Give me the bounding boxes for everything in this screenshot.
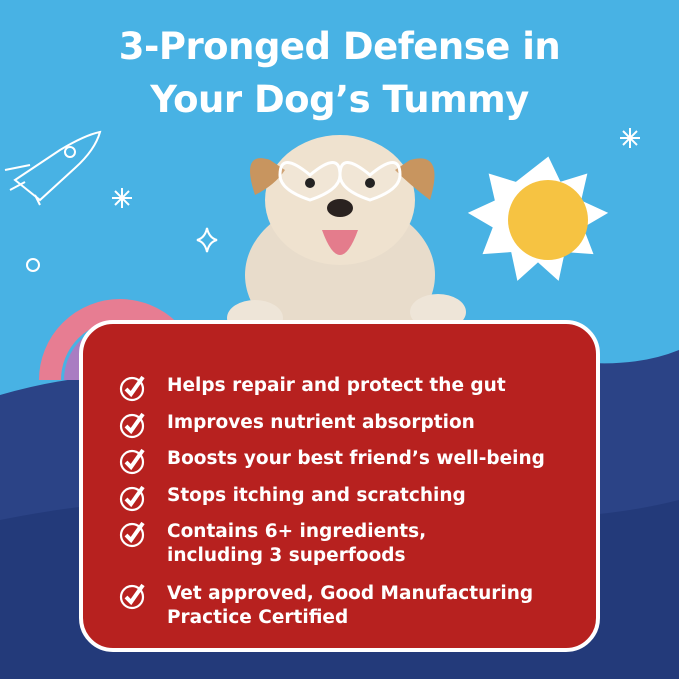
check-circle-icon: [119, 375, 145, 402]
benefit-line: Practice Certified: [167, 607, 349, 628]
benefit-item: Helps repair and protect the gut: [119, 374, 506, 402]
benefit-text: Vet approved, Good Manufacturing Practice…: [167, 582, 533, 630]
benefit-text: Improves nutrient absorption: [167, 412, 475, 433]
benefit-text: Helps repair and protect the gut: [167, 375, 506, 396]
check-circle-icon: [119, 485, 145, 512]
check-circle-icon: [119, 521, 145, 548]
benefit-line: Vet approved, Good Manufacturing: [167, 583, 534, 604]
benefit-item: Improves nutrient absorption: [119, 411, 475, 439]
benefit-text: Contains 6+ ingredients, including 3 supe…: [167, 520, 426, 568]
headline-line-1: 3-Pronged Defense in: [118, 25, 561, 68]
sparkle-icons: [26, 128, 640, 272]
check-circle-icon: [119, 583, 145, 610]
puppy-image: [227, 135, 466, 350]
benefit-text: Boosts your best friend’s well-being: [167, 448, 545, 469]
headline-line-2: Your Dog’s Tummy: [150, 78, 529, 121]
benefit-text: Stops itching and scratching: [167, 485, 466, 506]
benefit-line: Contains 6+ ingredients,: [167, 521, 427, 542]
rocket-icon: [4, 130, 102, 206]
benefit-item: Contains 6+ ingredients, including 3 supe…: [119, 520, 426, 568]
benefit-item: Stops itching and scratching: [119, 484, 466, 512]
benefit-item: Vet approved, Good Manufacturing Practice…: [119, 582, 533, 630]
check-circle-icon: [119, 412, 145, 439]
check-circle-icon: [119, 448, 145, 475]
benefit-line: including 3 superfoods: [167, 545, 406, 566]
benefits-card: Helps repair and protect the gut Improve…: [79, 320, 600, 652]
sun-icon: [467, 156, 609, 281]
headline: 3-Pronged Defense in Your Dog’s Tummy: [0, 20, 679, 126]
benefit-item: Boosts your best friend’s well-being: [119, 447, 545, 475]
